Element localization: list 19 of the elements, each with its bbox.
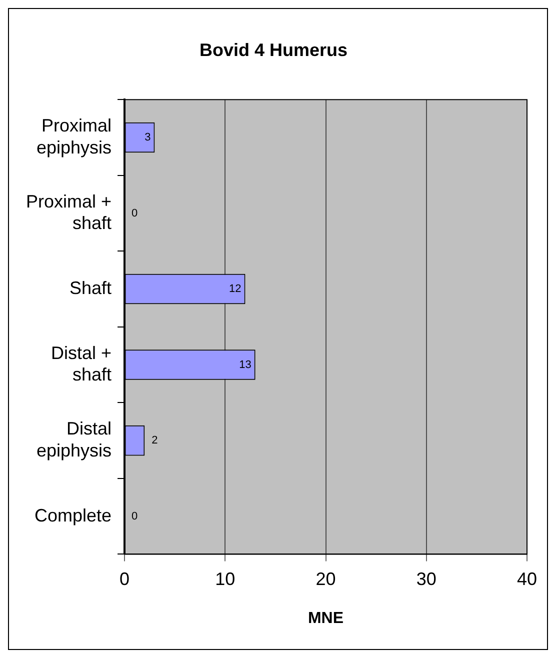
x-tick-label: 30 (416, 568, 436, 589)
x-tick-label: 20 (316, 568, 336, 589)
y-tick-label: Proximal + shaft (26, 191, 112, 234)
data-label: 0 (132, 510, 138, 522)
x-tick-label: 10 (215, 568, 236, 589)
y-tick-label: Distal + shaft (50, 342, 112, 385)
x-tick-label: 40 (516, 568, 538, 589)
y-tick-label: Complete (34, 505, 112, 526)
data-label: 13 (239, 358, 252, 371)
y-tick-label: Distal epiphysis (36, 418, 112, 460)
x-tick-label: 0 (120, 568, 130, 589)
x-axis-title: MNE (308, 610, 344, 627)
chart-title: Bovid 4 Humerus (199, 40, 348, 60)
y-tick-label: Shaft (69, 278, 112, 298)
data-label: 0 (132, 207, 138, 220)
data-label: 12 (229, 283, 242, 296)
data-label: 3 (144, 132, 151, 144)
data-label: 2 (152, 434, 158, 447)
y-tick-label: Proximal epiphysis (36, 116, 112, 158)
